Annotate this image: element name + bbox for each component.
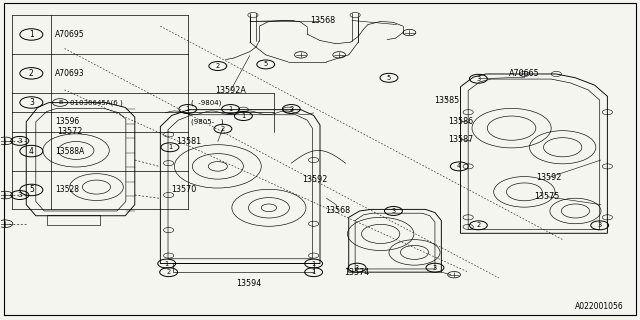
Text: 13586: 13586 [448, 116, 473, 126]
Text: 3: 3 [392, 208, 396, 214]
Text: 13587: 13587 [448, 135, 473, 144]
Text: 5: 5 [29, 186, 34, 195]
Text: 13592: 13592 [536, 173, 561, 182]
Text: 3: 3 [433, 265, 437, 271]
Text: 5: 5 [387, 75, 391, 81]
Text: 13581: 13581 [177, 137, 202, 146]
Text: 13594: 13594 [236, 279, 261, 288]
Text: 3: 3 [18, 138, 22, 144]
Text: 1: 1 [168, 144, 172, 150]
Text: 1: 1 [312, 260, 316, 267]
Text: 3: 3 [29, 98, 34, 107]
Text: 1: 1 [241, 113, 245, 119]
Text: 1: 1 [164, 260, 169, 267]
Text: 3: 3 [476, 76, 481, 82]
Text: (  -9804): ( -9804) [191, 99, 221, 106]
Text: A022001056: A022001056 [575, 302, 623, 311]
Text: 1: 1 [186, 106, 190, 112]
Text: 2: 2 [289, 106, 293, 112]
Text: 13572: 13572 [57, 127, 83, 136]
Text: 13592: 13592 [302, 175, 328, 184]
Text: 13575: 13575 [534, 192, 559, 201]
Text: 5: 5 [264, 61, 268, 68]
Text: 01030645A(6 ): 01030645A(6 ) [70, 99, 122, 106]
Text: 2: 2 [166, 269, 171, 275]
Text: 13568: 13568 [310, 16, 336, 25]
Text: 3: 3 [18, 192, 22, 198]
Text: 13596: 13596 [55, 117, 79, 126]
Text: 13568: 13568 [325, 206, 351, 215]
Text: 2: 2 [476, 222, 481, 228]
Text: A70695: A70695 [55, 30, 84, 39]
Text: 4: 4 [457, 164, 461, 169]
Text: 13570: 13570 [172, 185, 196, 194]
Text: 13592A: 13592A [215, 86, 246, 95]
Text: 3: 3 [598, 222, 602, 228]
Text: 13585: 13585 [434, 96, 459, 105]
Text: A70665: A70665 [509, 69, 540, 78]
Text: B: B [58, 100, 62, 105]
Text: 2: 2 [216, 63, 220, 69]
Text: A70693: A70693 [55, 69, 84, 78]
Text: 4: 4 [29, 147, 34, 156]
Text: 3: 3 [355, 265, 359, 271]
Text: 1: 1 [312, 269, 316, 275]
Text: (9805-   ): (9805- ) [191, 119, 223, 125]
Text: 2: 2 [221, 126, 225, 132]
Text: 13528: 13528 [55, 186, 79, 195]
Text: 1: 1 [228, 106, 233, 112]
Text: 13588A: 13588A [55, 147, 84, 156]
Text: 2: 2 [29, 69, 34, 78]
Text: 1: 1 [29, 30, 34, 39]
Text: 13574: 13574 [344, 268, 370, 277]
